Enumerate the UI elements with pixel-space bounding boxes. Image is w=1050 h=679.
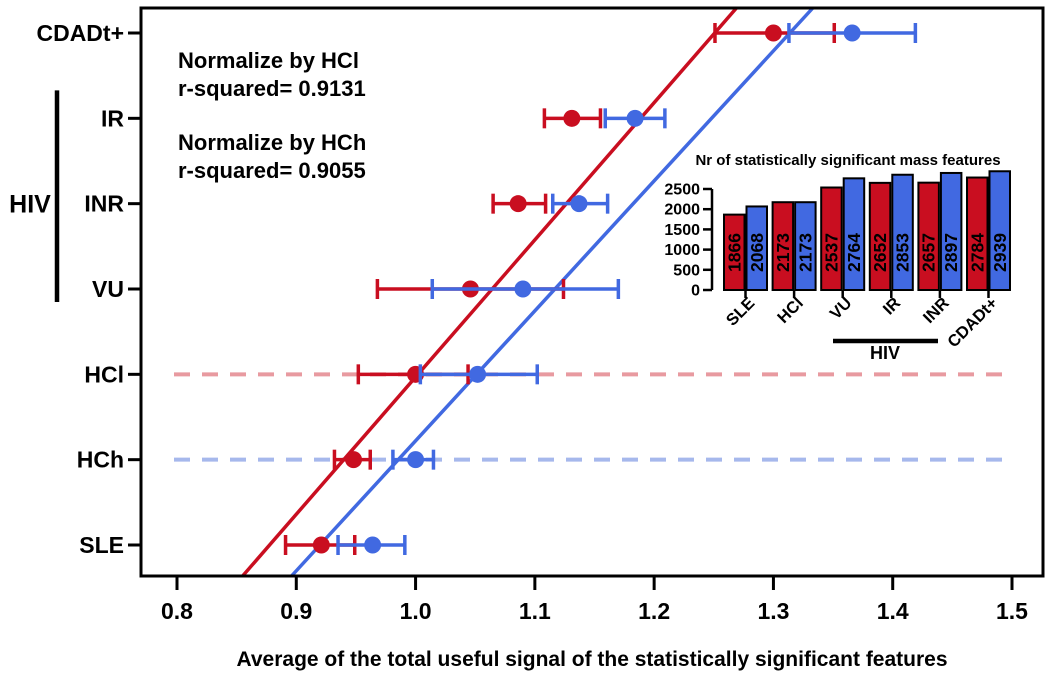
x-tick-label: 1.4: [877, 598, 909, 624]
inset-bar-red-vu: [820, 186, 843, 291]
inset-x-category-label-sle: SLE: [723, 294, 758, 329]
data-point-blue-inr: [570, 195, 588, 213]
data-point-red-ir: [563, 109, 581, 127]
inset-bar-red-cdadt: [966, 176, 989, 291]
legend-r-squared-blue: r-squared= 0.9055: [178, 158, 366, 183]
data-point-blue-ir: [626, 109, 644, 127]
trend-line-blue: [290, 6, 815, 578]
inset-y-tick-label: 1000: [664, 242, 700, 259]
inset-bar-blue-sle: [745, 205, 768, 292]
y-category-label-cdadt: CDADt+: [36, 20, 124, 46]
x-tick-label: 0.9: [280, 598, 312, 624]
data-point-red-inr: [509, 195, 527, 213]
inset-bar-blue-hcl: [794, 201, 817, 291]
x-tick-label: 0.8: [161, 598, 193, 624]
inset-bar-blue-vu: [842, 177, 866, 291]
x-tick-label: 1.0: [400, 598, 432, 624]
inset-bar-blue-cdadt: [988, 170, 1011, 292]
x-tick-label: 1.1: [519, 598, 551, 624]
inset-bar-value-red-ir: 2652: [870, 233, 890, 272]
y-category-label-inr: INR: [84, 191, 124, 217]
inset-bar-blue-ir: [891, 173, 914, 291]
plot-frame: [139, 6, 1045, 578]
y-category-label-sle: SLE: [79, 532, 124, 558]
data-point-red-cdadt: [764, 24, 782, 42]
inset-bar-value-blue-vu: 2764: [844, 233, 864, 272]
inset-bar-red-sle: [723, 213, 746, 291]
y-category-label-vu: VU: [92, 276, 124, 302]
data-point-blue-hch: [407, 451, 425, 469]
trend-line-red: [241, 6, 738, 578]
data-point-blue-hcl: [469, 365, 487, 383]
inset-x-category-label-hcl: HCl: [774, 294, 807, 327]
legend-series-name-blue: Normalize by HCh: [178, 130, 366, 155]
inset-bar-value-blue-hcl: 2173: [795, 233, 815, 272]
inset-bar-blue-inr: [939, 171, 963, 291]
x-axis-title: Average of the total useful signal of th…: [236, 648, 947, 671]
inset-bar-red-inr: [917, 181, 940, 291]
inset-x-category-label-vu: VU: [827, 294, 856, 323]
inset-x-category-label-inr: INR: [920, 294, 953, 327]
inset-bar-value-red-inr: 2657: [919, 233, 939, 272]
inset-y-tick-label: 2500: [664, 182, 700, 199]
inset-bar-value-red-hcl: 2173: [773, 233, 793, 272]
x-tick-label: 1.2: [638, 598, 670, 624]
x-tick-label: 1.3: [757, 598, 789, 624]
data-point-red-sle: [312, 536, 330, 554]
inset-y-tick-label: 500: [673, 262, 700, 279]
data-point-red-hch: [345, 451, 363, 469]
legend-series-name-red: Normalize by HCl: [178, 48, 359, 73]
inset-bar-value-blue-inr: 2897: [941, 233, 961, 272]
inset-y-tick-label: 1500: [664, 222, 700, 239]
inset-bar-red-hcl: [771, 201, 795, 291]
x-tick-label: 1.5: [996, 598, 1028, 624]
inset-bar-value-blue-ir: 2853: [893, 233, 913, 272]
inset-bar-value-blue-sle: 2068: [747, 233, 767, 272]
legend-r-squared-red: r-squared= 0.9131: [178, 76, 366, 101]
inset-title: Nr of statistically significant mass fea…: [695, 152, 1000, 169]
inset-bar-value-red-sle: 1866: [724, 233, 744, 272]
inset-bar-value-blue-cdadt: 2939: [990, 233, 1010, 272]
inset-hiv-label: HIV: [870, 343, 900, 363]
y-category-label-hcl: HCl: [84, 361, 124, 387]
inset-y-tick-label: 0: [691, 283, 700, 300]
y-category-label-hch: HCh: [77, 447, 124, 473]
y-category-label-ir: IR: [101, 105, 124, 131]
inset-x-category-label-ir: IR: [880, 294, 904, 318]
data-point-blue-vu: [514, 280, 532, 298]
inset-bar-value-red-cdadt: 2784: [967, 233, 987, 272]
hiv-group-label: HIV: [9, 191, 51, 219]
inset-y-tick-label: 2000: [664, 202, 700, 219]
data-point-blue-sle: [364, 536, 382, 554]
inset-bar-red-ir: [868, 181, 892, 292]
inset-x-category-label-cdadt: CDADt+: [944, 294, 1001, 351]
data-point-blue-cdadt: [843, 24, 861, 42]
inset-bar-value-red-vu: 2537: [821, 233, 841, 272]
